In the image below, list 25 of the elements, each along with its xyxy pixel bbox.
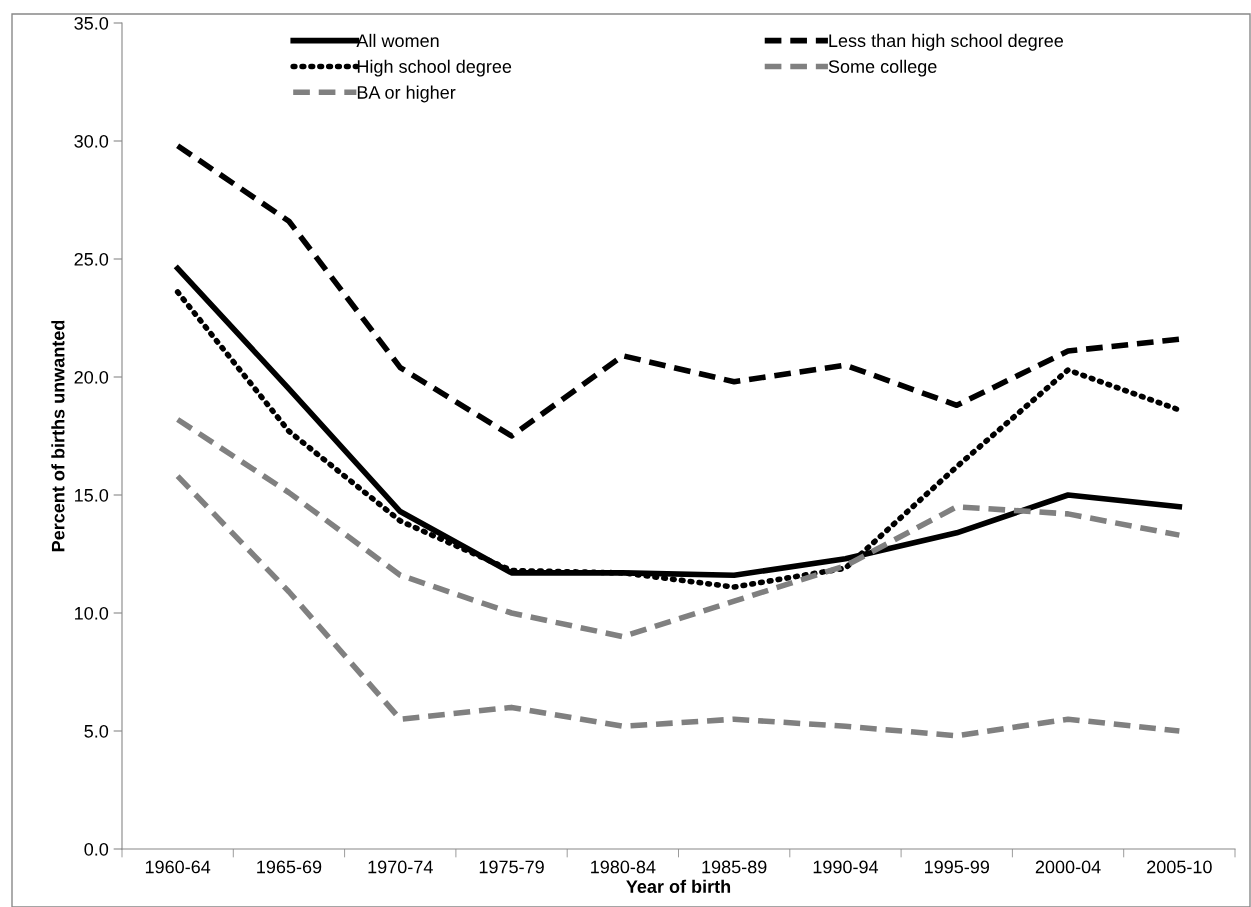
legend-label: Less than high school degree [829, 33, 1064, 51]
x-axis-title: Year of birth [626, 879, 731, 893]
y-tick-label: 10.0 [75, 606, 109, 620]
y-axis-title: Percent of births unwanted [51, 320, 65, 552]
y-tick-label: 0.0 [84, 842, 109, 856]
x-tick-label: 1990-94 [813, 860, 879, 874]
x-tick-label: 1960-64 [145, 860, 211, 874]
y-tick-label: 20.0 [74, 370, 109, 384]
x-tick-label: 1980-84 [591, 860, 656, 874]
legend-label: Some college [828, 59, 937, 77]
y-tick-label: 25.0 [74, 252, 109, 266]
x-tick-label: 1965-69 [257, 860, 322, 874]
legend-label: High school degree [357, 59, 512, 77]
x-tick-label: 1975-79 [479, 860, 544, 874]
x-tick-label: 2005-10 [1147, 860, 1212, 874]
legend-label: All women [356, 33, 439, 48]
x-tick-label: 1985-89 [702, 860, 767, 874]
y-tick-label: 15.0 [75, 488, 109, 502]
x-tick-label: 1970-74 [368, 860, 433, 874]
x-tick-label: 2000-04 [1035, 860, 1101, 874]
y-tick-label: 5.0 [84, 724, 109, 738]
x-tick-label: 1995-99 [925, 860, 990, 874]
y-tick-label: 35.0 [74, 16, 109, 30]
legend-label: BA or higher [357, 85, 456, 103]
y-tick-label: 30.0 [74, 134, 109, 148]
